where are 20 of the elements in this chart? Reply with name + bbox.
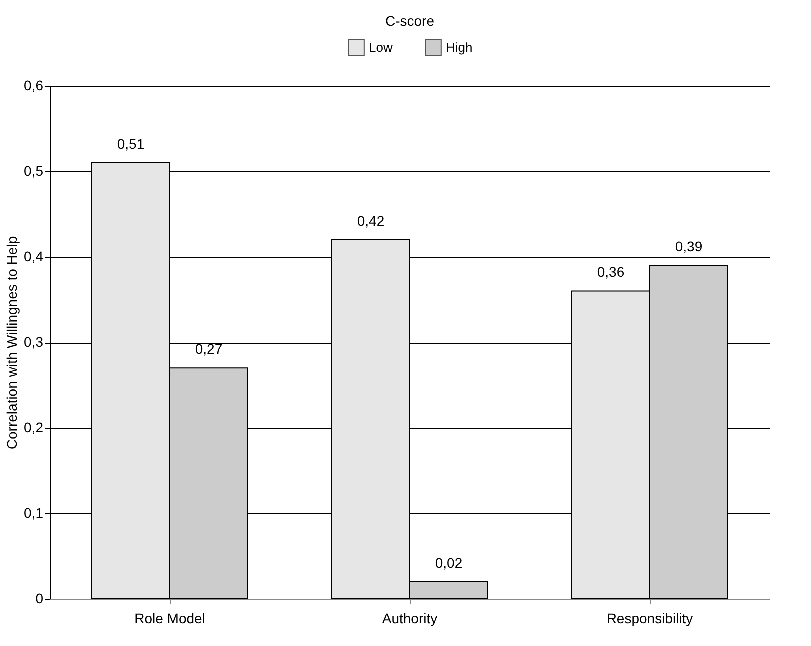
data-label: 0,42 <box>357 212 385 229</box>
data-label: 0,39 <box>675 238 703 255</box>
y-tick-label: 0,6 <box>24 78 44 94</box>
x-tick-label: Authority <box>382 610 438 626</box>
y-tick-label: 0,4 <box>24 248 44 264</box>
y-tick-label: 0,1 <box>24 505 44 521</box>
legend-label: High <box>446 40 473 55</box>
legend-label: Low <box>369 40 394 55</box>
y-tick-label: 0,2 <box>24 420 44 436</box>
data-label: 0,36 <box>597 264 625 280</box>
y-axis-title: Correlation with Willingnes to Help <box>4 236 20 450</box>
legend-title: C-score <box>385 13 435 29</box>
y-tick-label: 0,3 <box>24 334 44 350</box>
y-tick-label: 0,5 <box>24 163 44 179</box>
x-tick-label: Role Model <box>134 610 206 626</box>
data-label: 0,02 <box>435 554 463 571</box>
y-tick-label: 0 <box>36 590 44 606</box>
data-label: 0,27 <box>195 341 223 358</box>
x-tick-label: Responsibility <box>606 610 694 626</box>
data-label: 0,51 <box>117 136 145 152</box>
